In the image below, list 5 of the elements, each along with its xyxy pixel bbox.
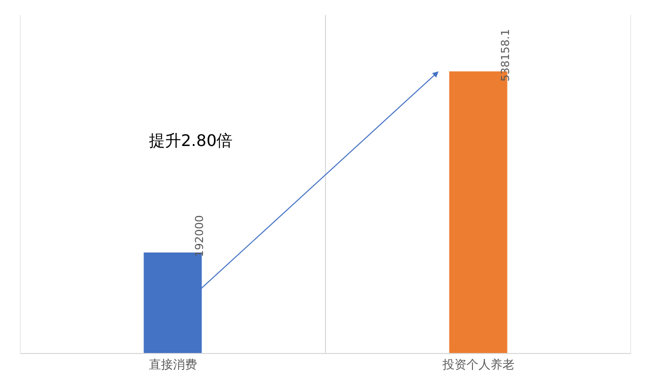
data-label: 538158.1 bbox=[498, 28, 512, 82]
x-tick-label: 直接消费 bbox=[148, 357, 197, 372]
data-label: 192000 bbox=[193, 215, 206, 258]
x-tick-label: 投资个人养老 bbox=[441, 357, 514, 372]
annotation: 提升2.80倍 bbox=[149, 131, 233, 150]
